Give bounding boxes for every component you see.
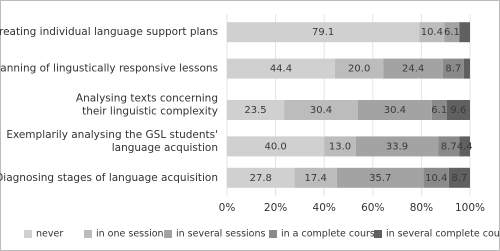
- data-label: 20.0: [348, 64, 370, 75]
- bar-segment: [284, 100, 358, 120]
- bar-segment: [448, 167, 470, 188]
- legend-label: in several complete courses: [386, 229, 500, 240]
- bar-segment: [227, 22, 420, 43]
- bar-segment: [446, 100, 470, 120]
- data-label: 44.4: [270, 64, 292, 75]
- y-tick-label: Exemplarily analysing the GSL students' l…: [6, 129, 218, 154]
- bar-segment: [459, 136, 470, 157]
- legend-swatch: [24, 230, 32, 238]
- legend-label: in several sessions: [176, 229, 265, 240]
- x-tick-label: 0%: [219, 202, 236, 214]
- bar-segment: [357, 100, 432, 120]
- bar-segment: [383, 58, 443, 79]
- y-tick-label-line: language acquistion: [112, 142, 218, 154]
- y-tick-label-line: Exemplarily analysing the GSL students': [6, 129, 218, 141]
- bar-segment: [419, 22, 445, 43]
- legend-label: in one session: [96, 229, 164, 240]
- y-tick-label: Analysing texts concerning their linguist…: [76, 93, 218, 118]
- x-tick-label: 100%: [455, 202, 485, 214]
- bar-segment: [227, 167, 295, 188]
- x-tick-label: 60%: [361, 202, 384, 214]
- data-label: 35.7: [369, 173, 391, 184]
- bar-segment: [324, 136, 356, 157]
- data-label: 6.1: [444, 27, 460, 38]
- legend-swatch: [84, 230, 92, 238]
- bar-segment: [227, 136, 325, 157]
- data-label: 79.1: [312, 27, 334, 38]
- data-label: 30.4: [310, 105, 332, 116]
- legend-label: never: [36, 229, 63, 240]
- data-label: 13.0: [329, 141, 351, 152]
- data-label: 8.7: [445, 64, 461, 75]
- data-label: 23.5: [244, 105, 266, 116]
- data-label: 27.8: [250, 173, 272, 184]
- data-label: 9.6: [450, 105, 466, 116]
- bar-segment: [336, 167, 424, 188]
- bar-segment: [294, 167, 337, 188]
- data-label: 33.9: [386, 141, 408, 152]
- x-tick-label: 40%: [313, 202, 336, 214]
- data-label: 30.4: [384, 105, 406, 116]
- bar-segment: [431, 100, 447, 120]
- y-tick-label-line: their linguistic complexity: [82, 106, 218, 118]
- data-label: 17.4: [305, 173, 327, 184]
- bar-segment: [227, 58, 335, 79]
- y-tick-label: Planning of lingustically responsive les…: [0, 63, 218, 75]
- y-tick-label: Diagnosing stages of language acquisitio…: [0, 172, 218, 184]
- x-tick-label: 80%: [410, 202, 433, 214]
- data-label: 10.4: [421, 27, 443, 38]
- bar-segment: [444, 22, 460, 43]
- bar-segment: [442, 58, 464, 79]
- data-label: 8.7: [441, 141, 457, 152]
- legend-swatch: [164, 230, 172, 238]
- data-label: 40.0: [264, 141, 286, 152]
- bar-segment: [334, 58, 384, 79]
- bar-segment: [227, 100, 285, 120]
- bar-segment: [438, 136, 460, 157]
- y-tick-label-line: Analysing texts concerning: [76, 93, 218, 105]
- x-tick-label: 20%: [264, 202, 287, 214]
- legend-swatch: [269, 230, 277, 238]
- legend-swatch: [374, 230, 382, 238]
- bar-segment: [423, 167, 449, 188]
- bar-segment: [459, 22, 470, 43]
- data-label: 6.1: [431, 105, 447, 116]
- y-tick-label: Creating individual language support pla…: [0, 26, 218, 38]
- bar-segment: [355, 136, 439, 157]
- bar-segment: [463, 58, 470, 79]
- data-label: 8.7: [451, 173, 467, 184]
- legend-label: in a complete course: [281, 229, 381, 240]
- data-label: 24.4: [402, 64, 424, 75]
- data-label: 10.4: [425, 173, 447, 184]
- data-label: 4.4: [457, 141, 473, 152]
